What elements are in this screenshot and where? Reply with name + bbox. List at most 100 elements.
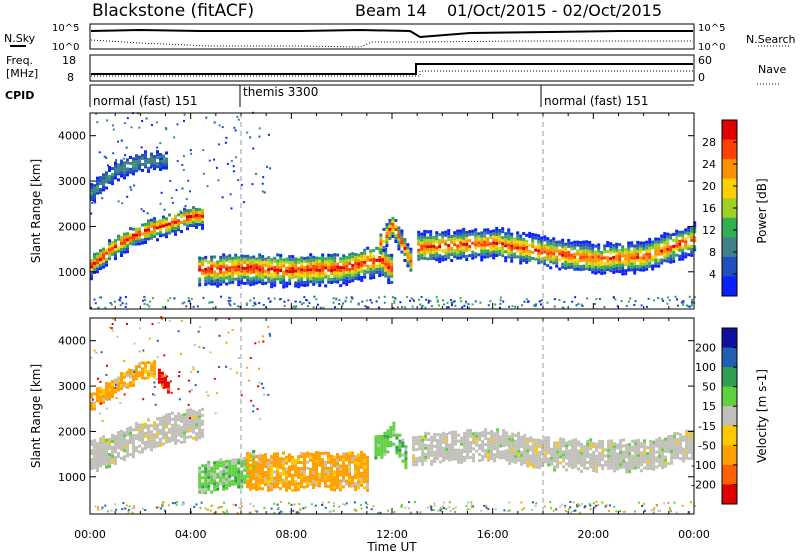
- vel-speckle: [393, 511, 396, 513]
- power-speckle: [283, 300, 286, 303]
- vel-cell-band-4: [330, 469, 333, 473]
- power-speckle: [142, 299, 144, 302]
- power-cell-band-2: [225, 258, 229, 262]
- vel-speckle: [256, 510, 259, 513]
- power-cell-band-0: [174, 226, 177, 230]
- power-cell-band-4: [675, 229, 679, 233]
- vel-cell-band-6: [613, 463, 617, 467]
- power-cell-band-2: [327, 253, 331, 257]
- power-cell-band-2: [342, 266, 346, 270]
- power-speckle: [121, 302, 124, 305]
- freq-tick-top: 18: [62, 54, 76, 67]
- power-cell-band-1: [165, 157, 168, 161]
- power-cell-band-4: [645, 246, 649, 250]
- power-cell-band-2: [240, 269, 244, 273]
- power-cell-band-2: [300, 271, 304, 275]
- vel-cell-band-6: [643, 445, 647, 449]
- vel-scatter: [178, 398, 181, 401]
- power-cell-band-2: [354, 277, 358, 280]
- power-cell-band-4: [597, 243, 601, 247]
- power-cell-band-2: [246, 254, 250, 258]
- power-cell-band-0: [123, 241, 126, 245]
- power-speckle: [229, 304, 232, 307]
- vel-cell-band-0: [132, 455, 135, 459]
- power-cell-band-4: [459, 247, 463, 251]
- power-cell-band-4: [471, 250, 475, 254]
- power-cell-band-2: [351, 270, 355, 274]
- vel-cell-band-3: [225, 486, 229, 490]
- power-cell-band-3: [406, 258, 410, 262]
- vel-cell-band-6: [565, 468, 569, 472]
- vel-cell-band-4: [315, 478, 318, 481]
- power-speckle: [220, 295, 222, 298]
- vel-cell-band-6: [418, 456, 422, 460]
- power-cell-band-4: [612, 249, 616, 253]
- vel-cell-band-0: [126, 448, 129, 452]
- vel-speckle: [441, 505, 444, 508]
- power-cell-band-4: [591, 243, 595, 247]
- vel-cell-band-6: [586, 449, 590, 452]
- vel-scatter: [148, 337, 151, 340]
- vel-cell-band-0: [126, 427, 129, 431]
- power-cell-band-2: [249, 259, 253, 263]
- beam-label: Beam 14: [355, 1, 427, 20]
- power-cell-band-4: [501, 239, 505, 243]
- power-cell-band-4: [684, 255, 688, 259]
- power-cell-band-0: [156, 220, 159, 224]
- power-cell-band-0: [183, 222, 186, 226]
- power-cell-band-4: [597, 258, 601, 262]
- vel-cell-band-0: [174, 414, 177, 418]
- vel-cell-band-6: [526, 449, 530, 453]
- power-cell-band-4: [555, 249, 559, 253]
- vel-cell-band-4: [273, 482, 276, 486]
- vel-speckle: [572, 501, 575, 504]
- vel-cell-band-6: [520, 438, 524, 442]
- power-cell-band-2: [225, 264, 229, 268]
- vel-cell-band-6: [646, 467, 650, 471]
- power-speckle: [540, 303, 542, 306]
- power-scatter: [190, 152, 193, 155]
- vel-cell-band-0: [165, 419, 168, 423]
- vel-speckle: [124, 507, 127, 510]
- power-colorbar-tick-label: 12: [702, 224, 716, 237]
- vel-speckle: [164, 509, 167, 512]
- vel-cell-band-6: [658, 457, 662, 461]
- power-cell-band-4: [636, 267, 640, 271]
- vel-cell-band-4: [333, 476, 336, 480]
- power-cell-band-3: [409, 250, 413, 254]
- power-cell-band-4: [537, 237, 541, 241]
- power-cell-band-3: [406, 264, 410, 268]
- power-cell-band-4: [657, 240, 661, 244]
- vel-cell-band-6: [436, 451, 440, 455]
- vel-cell-band-6: [640, 469, 644, 473]
- power-cell-band-2: [276, 277, 280, 281]
- vel-cell-band-6: [556, 459, 560, 463]
- vel-cell-band-6: [589, 438, 593, 442]
- vel-cell-band-6: [661, 457, 665, 461]
- vel-cell-band-6: [667, 441, 671, 445]
- power-cell-band-1: [165, 163, 168, 167]
- vel-cell-band-4: [357, 465, 360, 469]
- vel-cell-band-0: [123, 440, 126, 444]
- vel-cell-band-6: [598, 445, 602, 449]
- vel-cell-band-0: [201, 428, 204, 432]
- power-cell-band-2: [387, 257, 391, 261]
- power-cell-band-0: [108, 245, 111, 249]
- power-cell-band-2: [291, 270, 295, 274]
- vel-speckle: [226, 511, 229, 514]
- vel-cell-band-0: [159, 443, 162, 447]
- vel-cell-band-0: [120, 438, 123, 442]
- vel-cell-band-4: [249, 478, 252, 482]
- vel-cell-band-5: [380, 440, 384, 444]
- power-speckle: [459, 297, 462, 300]
- vel-cell-band-6: [634, 448, 638, 452]
- vel-cell-band-4: [303, 464, 306, 468]
- vel-cell-band-5: [386, 435, 390, 439]
- vel-scatter: [269, 334, 272, 337]
- power-scatter: [91, 201, 94, 204]
- vel-cell-band-3: [219, 458, 223, 462]
- vel-speckle: [195, 503, 198, 506]
- power-cell-band-4: [480, 234, 484, 238]
- vel-cell-band-6: [559, 461, 563, 465]
- power-cell-band-4: [663, 259, 667, 263]
